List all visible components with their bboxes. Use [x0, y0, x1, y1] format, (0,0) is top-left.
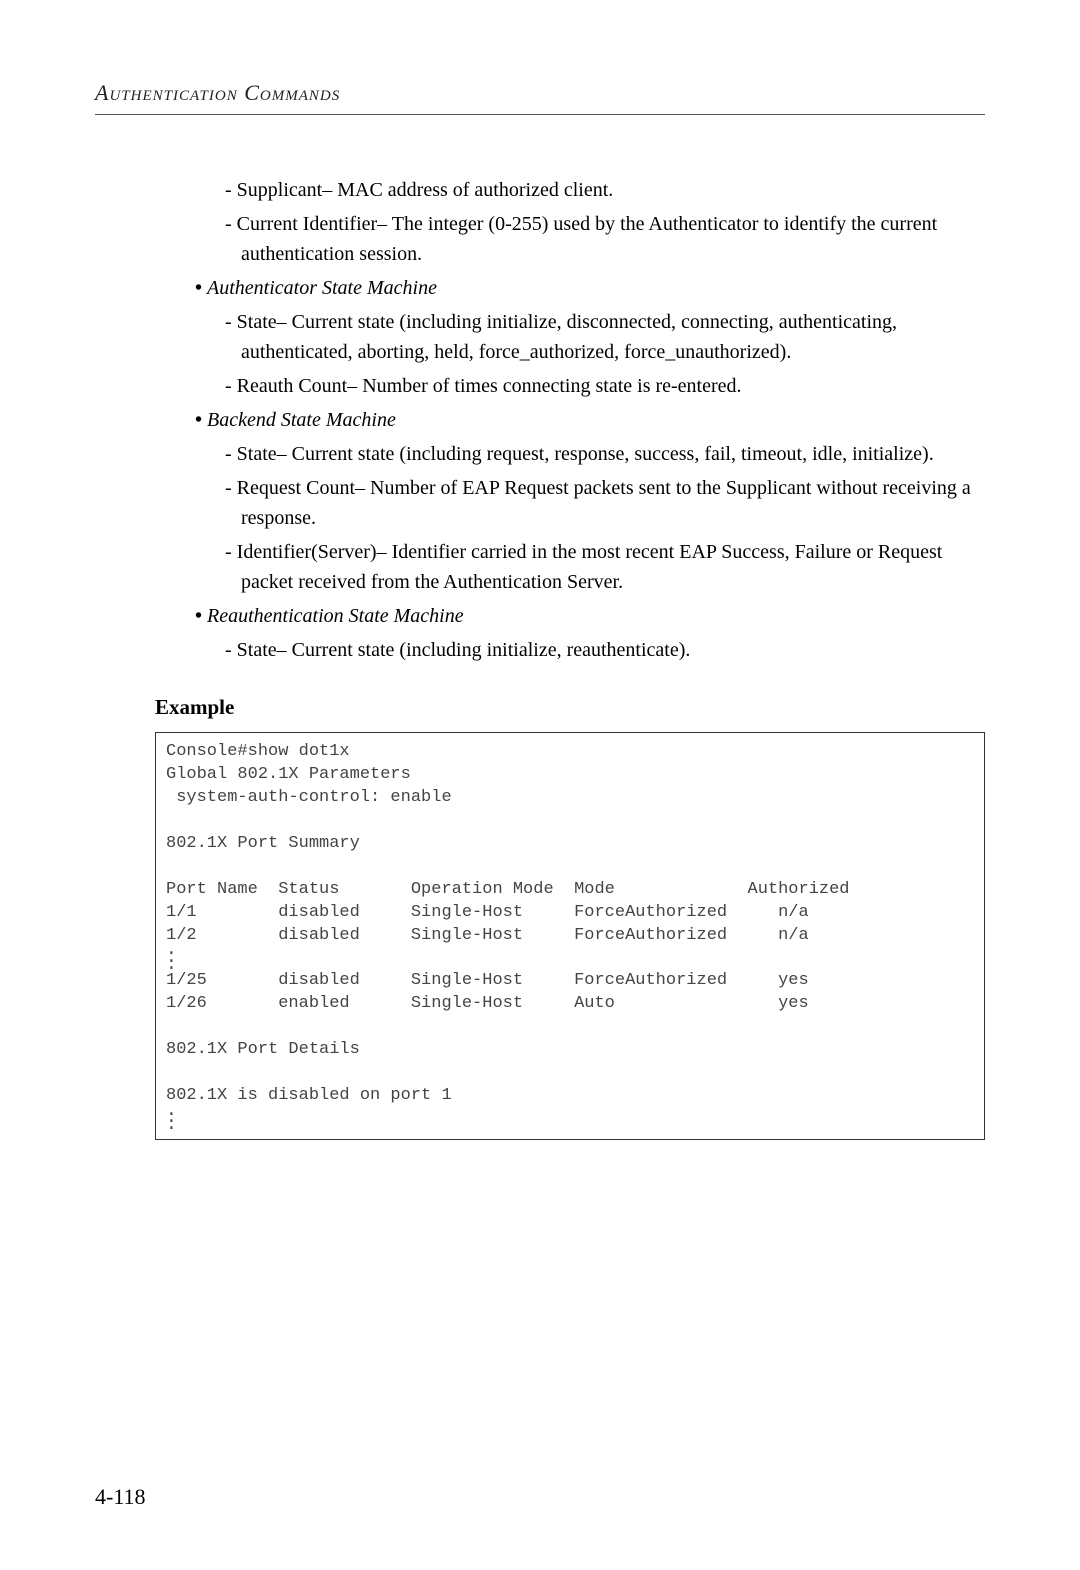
code-line: Console#show dot1x: [166, 742, 350, 761]
code-line: 802.1X Port Details: [166, 1040, 360, 1059]
code-line: 1/25 disabled Single-Host ForceAuthorize…: [166, 971, 809, 990]
example-heading: Example: [95, 695, 985, 720]
code-line: 802.1X Port Summary: [166, 834, 360, 853]
sub-item: - Supplicant– MAC address of authorized …: [225, 175, 985, 205]
bullet-label: Backend State Machine: [207, 409, 396, 431]
code-line: system-auth-control: enable: [166, 788, 452, 807]
header-rule: [95, 114, 985, 115]
sub-item-text: Supplicant– MAC address of authorized cl…: [237, 179, 614, 201]
bullet-item: Authenticator State Machine: [195, 273, 985, 303]
code-line: 802.1X is disabled on port 1: [166, 1086, 452, 1105]
sub-item-text: Reauth Count– Number of times connecting…: [237, 375, 742, 397]
sub-item-text: State– Current state (including request,…: [237, 443, 934, 465]
code-line: 1/1 disabled Single-Host ForceAuthorized…: [166, 903, 809, 922]
sub-item: - Reauth Count– Number of times connecti…: [225, 371, 985, 401]
vertical-ellipsis-icon: . . .: [166, 1108, 177, 1130]
sub-item-text: State– Current state (including initiali…: [237, 311, 897, 363]
code-line: Global 802.1X Parameters: [166, 765, 411, 784]
sub-item: - Identifier(Server)– Identifier carried…: [225, 537, 985, 597]
code-line: 1/26 enabled Single-Host Auto yes: [166, 994, 809, 1013]
sub-item-text: Request Count– Number of EAP Request pac…: [237, 477, 971, 529]
sub-item: - State– Current state (including initia…: [225, 635, 985, 665]
code-line: Port Name Status Operation Mode Mode Aut…: [166, 880, 850, 899]
bullet-label: Authenticator State Machine: [207, 277, 437, 299]
sub-item-text: Identifier(Server)– Identifier carried i…: [237, 541, 943, 593]
bullet-label: Reauthentication State Machine: [207, 605, 464, 627]
sub-item-text: State– Current state (including initiali…: [237, 639, 691, 661]
bullet-item: Backend State Machine: [195, 405, 985, 435]
sub-item: - Current Identifier– The integer (0-255…: [225, 209, 985, 269]
sub-item: - State– Current state (including reques…: [225, 439, 985, 469]
code-example-box: Console#show dot1x Global 802.1X Paramet…: [155, 732, 985, 1140]
sub-item-text: Current Identifier– The integer (0-255) …: [237, 213, 938, 265]
content-body: - Supplicant– MAC address of authorized …: [95, 175, 985, 665]
bullet-item: Reauthentication State Machine: [195, 601, 985, 631]
page-header-title: Authentication Commands: [95, 80, 985, 106]
sub-item: - Request Count– Number of EAP Request p…: [225, 473, 985, 533]
vertical-ellipsis-icon: . . .: [166, 947, 177, 969]
code-line: 1/2 disabled Single-Host ForceAuthorized…: [166, 926, 809, 945]
sub-item: - State– Current state (including initia…: [225, 307, 985, 367]
page-number: 4-118: [95, 1484, 146, 1510]
